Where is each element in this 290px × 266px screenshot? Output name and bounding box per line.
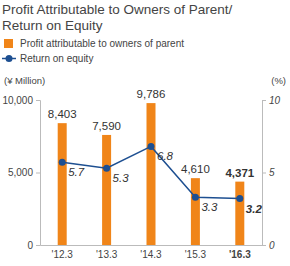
- plot-area: [58, 103, 245, 245]
- bar: [147, 103, 156, 245]
- chart: Profit Attributable to Owners of Parent/…: [0, 0, 290, 266]
- y-tick-label: 10,000: [2, 95, 33, 106]
- line-point: [236, 195, 243, 202]
- line-point: [148, 143, 155, 150]
- bar: [235, 182, 244, 245]
- x-tick: '14.3: [140, 245, 162, 260]
- data-label: 9,786: [137, 88, 166, 100]
- y2-tick-label: 0: [269, 240, 275, 251]
- y-tick: 0: [27, 240, 40, 251]
- data-label: 7,590: [92, 120, 121, 132]
- x-tick-label: '14.3: [140, 249, 162, 260]
- data-label: 5.3: [113, 172, 130, 184]
- chart-title: Profit Attributable to Owners of Parent/: [2, 2, 233, 17]
- data-labels: 8,403 7,590 9,786 4,610 4,371 5.7 5.3 6.8 3.3 3.2: [48, 88, 263, 214]
- y-tick-label: 5,000: [8, 167, 33, 178]
- chart-title: Return on Equity: [2, 18, 103, 33]
- bar: [191, 178, 200, 245]
- y-tick-label: 0: [27, 240, 33, 251]
- x-tick-label: '15.3: [185, 249, 207, 260]
- y2-tick-mark: [262, 100, 266, 101]
- x-axis-line: [41, 245, 263, 246]
- y-axis-label: (¥ Million): [4, 75, 45, 86]
- y-axis-line: [36, 101, 41, 246]
- data-label: 4,610: [181, 163, 210, 175]
- x-tick-label: '16.3: [229, 249, 251, 260]
- y-tick-mark: [36, 245, 40, 246]
- x-tick-label: '13.3: [96, 249, 118, 260]
- x-tick: '13.3: [96, 245, 118, 260]
- y2-tick: 0: [262, 240, 275, 251]
- data-label: 3.2: [246, 203, 263, 215]
- data-label: 3.3: [201, 201, 218, 213]
- legend-swatch: [4, 39, 13, 48]
- line-point: [103, 165, 110, 172]
- line-point: [59, 159, 66, 166]
- bar: [58, 123, 67, 245]
- y2-tick: 5: [262, 167, 275, 178]
- y2-tick-label: 5: [269, 167, 275, 178]
- bar: [102, 135, 111, 245]
- data-label: 4,371: [225, 167, 254, 179]
- legend-swatch: [6, 55, 13, 62]
- x-tick: '15.3: [185, 245, 207, 260]
- x-tick: '16.3: [229, 245, 251, 260]
- y2-tick-mark: [262, 245, 266, 246]
- y-tick-mark: [36, 100, 40, 101]
- y2-tick-mark: [262, 173, 266, 174]
- line-point: [192, 194, 199, 201]
- legend: Profit attributable to owners of parent R…: [2, 38, 184, 64]
- y2-axis: 0 5 10: [262, 95, 281, 251]
- data-label: 5.7: [68, 166, 85, 178]
- y-tick-mark: [36, 173, 40, 174]
- legend-label: Return on equity: [20, 53, 93, 64]
- y2-axis-line: [263, 101, 267, 246]
- legend-label: Profit attributable to owners of parent: [20, 38, 184, 49]
- y2-axis-label: (%): [271, 75, 286, 86]
- y-tick: 5,000: [8, 167, 40, 178]
- x-tick-label: '12.3: [52, 249, 74, 260]
- y-axis: 0 5,000 10,000: [2, 95, 40, 251]
- x-axis: '12.3 '13.3 '14.3 '15.3 '16.3: [41, 245, 263, 260]
- data-label: 8,403: [48, 108, 77, 120]
- y-tick: 10,000: [2, 95, 40, 106]
- y2-tick: 10: [262, 95, 281, 106]
- x-tick: '12.3: [52, 245, 74, 260]
- line: [62, 146, 240, 198]
- y2-tick-label: 10: [269, 95, 281, 106]
- data-label: 6.8: [157, 150, 174, 162]
